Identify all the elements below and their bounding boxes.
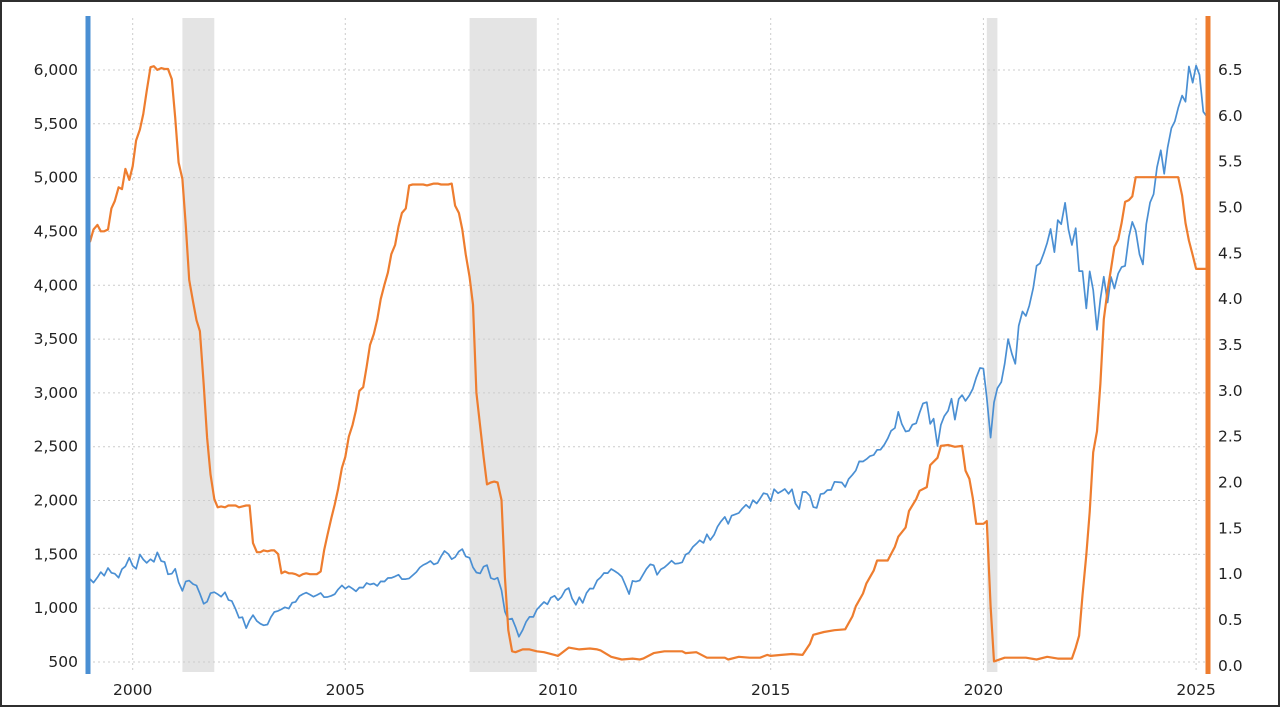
y-axis-left-tick-label: 1,000 bbox=[34, 599, 78, 617]
y-axis-left-tick-label: 4,500 bbox=[34, 222, 78, 240]
y-axis-left-tick-label: 2,000 bbox=[34, 492, 78, 510]
orange-line-right-axis bbox=[88, 65, 1208, 663]
y-axis-left-tick-label: 4,000 bbox=[34, 276, 78, 294]
y-axis-right-tick-label: 1.5 bbox=[1218, 519, 1243, 537]
x-axis-tick-label: 2025 bbox=[1176, 681, 1215, 699]
recession-band bbox=[986, 18, 998, 672]
y-axis-left-tick-label: 2,500 bbox=[34, 438, 78, 456]
x-axis-tick-label: 2010 bbox=[538, 681, 577, 699]
y-axis-left-tick-label: 3,500 bbox=[34, 330, 78, 348]
y-axis-right-tick-label: 2.5 bbox=[1218, 428, 1243, 446]
recession-band bbox=[182, 18, 215, 672]
y-axis-left-tick-label: 1,500 bbox=[34, 545, 78, 563]
y-axis-right-tick-label: 0.5 bbox=[1218, 611, 1243, 629]
y-axis-left-tick-label: 3,000 bbox=[34, 384, 78, 402]
y-axis-left-tick-label: 5,500 bbox=[34, 115, 78, 133]
y-axis-right-tick-label: 6.0 bbox=[1218, 107, 1243, 125]
y-axis-right-tick-label: 2.0 bbox=[1218, 474, 1243, 492]
y-axis-right-tick-label: 1.0 bbox=[1218, 565, 1243, 583]
x-axis-tick-label: 2005 bbox=[326, 681, 365, 699]
y-axis-right-tick-label: 4.0 bbox=[1218, 290, 1243, 308]
x-axis-tick-label: 2020 bbox=[964, 681, 1003, 699]
x-axis-tick-label: 2000 bbox=[113, 681, 152, 699]
y-axis-right-tick-label: 6.5 bbox=[1218, 61, 1243, 79]
y-axis-right-tick-label: 3.5 bbox=[1218, 336, 1243, 354]
x-axis-tick-label: 2015 bbox=[751, 681, 790, 699]
y-axis-left-tick-label: 5,000 bbox=[34, 169, 78, 187]
y-axis-right-tick-label: 3.0 bbox=[1218, 382, 1243, 400]
y-axis-right-tick-label: 5.0 bbox=[1218, 199, 1243, 217]
y-axis-left-tick-label: 6,000 bbox=[34, 61, 78, 79]
y-axis-right-tick-label: 4.5 bbox=[1218, 244, 1243, 262]
blue-line-left-axis bbox=[89, 64, 1208, 638]
y-axis-right-tick-label: 5.5 bbox=[1218, 153, 1243, 171]
y-axis-right-tick-label: 0.0 bbox=[1218, 657, 1243, 675]
y-axis-left-tick-label: 500 bbox=[48, 653, 78, 671]
